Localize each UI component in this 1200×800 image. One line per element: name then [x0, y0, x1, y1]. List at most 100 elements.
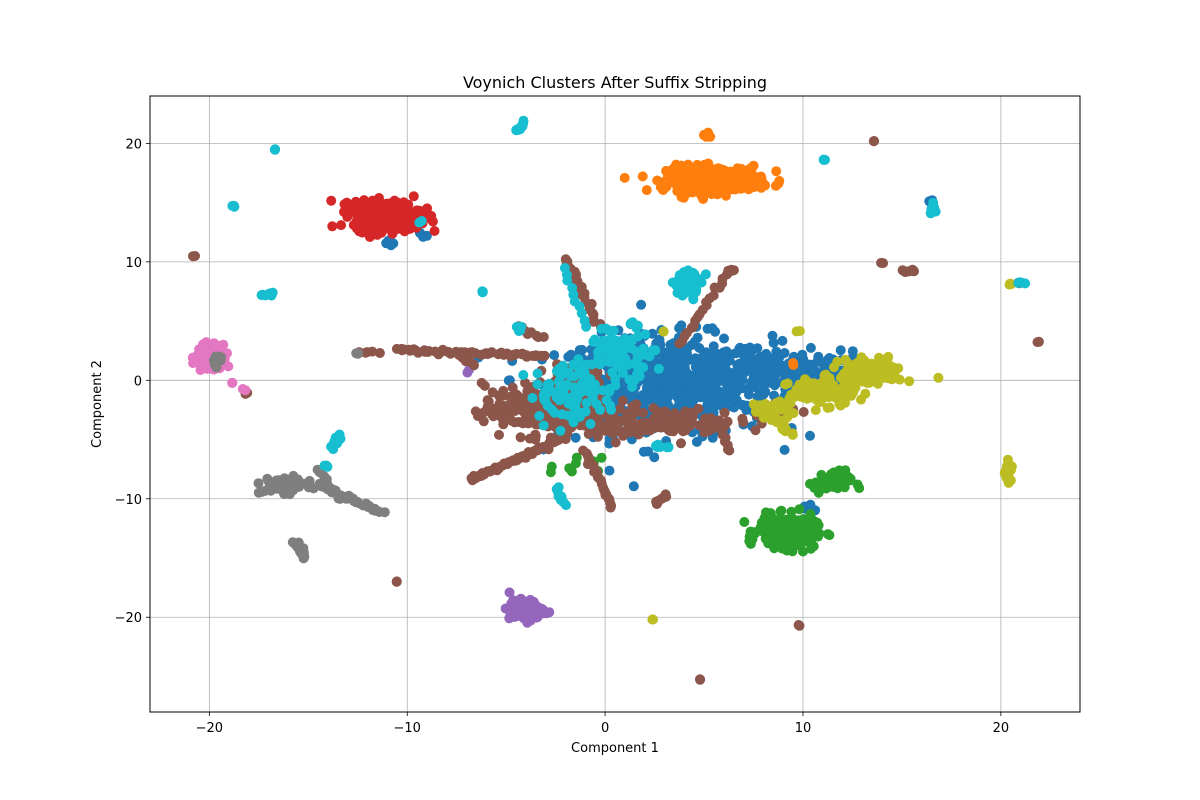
data-point — [570, 432, 581, 443]
data-point — [648, 423, 659, 433]
data-point — [715, 390, 726, 400]
data-point — [868, 136, 879, 147]
data-points — [187, 115, 1044, 685]
data-point — [658, 347, 669, 358]
data-point — [667, 166, 678, 177]
data-point — [477, 286, 488, 297]
data-point — [342, 199, 353, 210]
data-point — [504, 587, 515, 598]
data-point — [595, 359, 605, 370]
data-point — [583, 386, 594, 397]
data-point — [683, 266, 694, 277]
data-point — [700, 180, 711, 191]
data-point — [538, 332, 549, 342]
data-point — [518, 118, 529, 129]
data-point — [605, 400, 616, 411]
data-point — [648, 614, 658, 625]
data-point — [416, 216, 427, 226]
data-point — [639, 419, 650, 430]
data-point — [237, 384, 248, 394]
data-point — [515, 432, 526, 443]
data-point — [326, 195, 337, 206]
data-point — [574, 367, 584, 378]
data-point — [771, 398, 782, 408]
data-point — [426, 210, 437, 221]
data-point — [631, 323, 642, 333]
data-point — [530, 419, 541, 430]
data-point — [638, 349, 649, 360]
data-point — [805, 430, 815, 441]
data-point — [532, 368, 543, 379]
data-point — [787, 525, 798, 536]
data-point — [633, 360, 644, 371]
data-point — [559, 263, 570, 273]
data-point — [275, 484, 286, 495]
data-point — [229, 201, 240, 212]
data-point — [836, 470, 847, 481]
data-point — [832, 482, 843, 493]
data-point — [745, 538, 756, 549]
data-point — [743, 389, 754, 400]
data-point — [223, 361, 234, 372]
data-point — [619, 172, 630, 183]
data-point — [845, 473, 856, 484]
data-point — [779, 444, 790, 455]
data-point — [285, 475, 296, 486]
data-point — [400, 221, 411, 232]
data-point — [607, 347, 618, 358]
data-point — [549, 350, 560, 361]
data-point — [691, 167, 702, 178]
data-point — [618, 430, 629, 441]
data-point — [518, 370, 529, 380]
data-point — [628, 481, 639, 492]
data-point — [661, 442, 672, 453]
data-point — [756, 517, 767, 528]
y-axis-label: Component 2 — [90, 360, 105, 448]
series-3 — [326, 191, 440, 242]
data-point — [700, 269, 711, 280]
data-point — [641, 185, 652, 196]
data-point — [333, 493, 344, 504]
data-point — [636, 299, 647, 310]
data-point — [510, 406, 520, 416]
data-point — [539, 350, 550, 361]
data-point — [298, 553, 309, 564]
data-point — [764, 377, 774, 388]
data-point — [610, 437, 621, 448]
data-point — [852, 479, 863, 490]
data-point — [720, 377, 731, 388]
plot-frame — [149, 95, 1081, 713]
data-point — [379, 507, 390, 518]
data-point — [703, 158, 714, 169]
series-8 — [647, 278, 1017, 625]
data-point — [688, 294, 699, 305]
data-point — [216, 340, 226, 351]
data-point — [710, 326, 721, 337]
data-point — [791, 326, 802, 337]
data-point — [701, 384, 712, 395]
data-point — [767, 532, 778, 543]
data-point — [659, 395, 670, 406]
data-point — [654, 334, 665, 345]
data-point — [516, 321, 527, 332]
data-point — [574, 411, 585, 422]
data-point — [393, 212, 404, 222]
data-point — [532, 379, 543, 390]
data-point — [561, 500, 571, 511]
data-point — [598, 335, 609, 346]
data-point — [847, 346, 858, 357]
data-point — [708, 341, 719, 352]
x-tick-label: 0 — [601, 721, 609, 736]
y-tick-label: 0 — [134, 374, 142, 389]
data-point — [925, 208, 936, 219]
data-point — [627, 381, 638, 392]
data-point — [874, 352, 884, 363]
data-point — [724, 445, 735, 456]
data-point — [543, 380, 554, 391]
data-point — [755, 385, 765, 396]
data-point — [808, 526, 819, 537]
data-point — [620, 353, 631, 364]
data-point — [645, 379, 656, 390]
data-point — [721, 346, 732, 357]
data-point — [693, 403, 704, 414]
